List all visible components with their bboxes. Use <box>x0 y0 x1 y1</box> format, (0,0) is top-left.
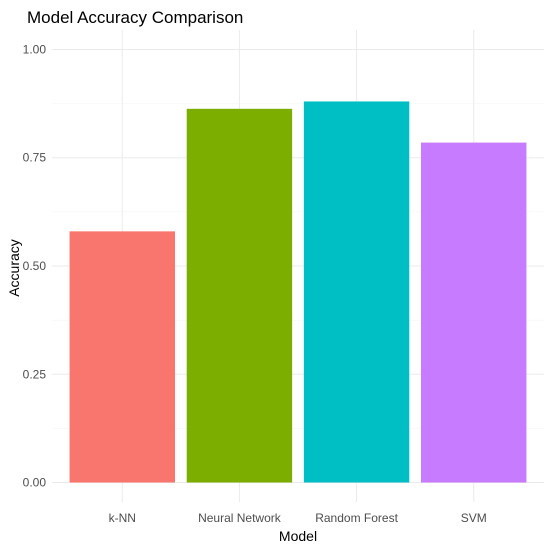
bars-layer <box>69 101 527 483</box>
y-tick-label: 0.00 <box>23 476 47 490</box>
y-tick-label: 1.00 <box>23 42 47 56</box>
bar-neural-network <box>186 108 293 483</box>
x-tick-label: k-NN <box>109 511 136 525</box>
y-tick-label: 0.25 <box>23 367 47 381</box>
x-tick-label: Neural Network <box>198 511 282 525</box>
x-axis-ticks: k-NN Neural Network Random Forest SVM <box>109 511 487 525</box>
bar-random-forest <box>303 101 410 483</box>
y-tick-label: 0.50 <box>23 259 47 273</box>
bar-svm <box>421 142 527 483</box>
y-axis-ticks: 0.00 0.25 0.50 0.75 1.00 <box>23 42 47 489</box>
x-axis-title: Model <box>279 528 317 544</box>
chart-title: Model Accuracy Comparison <box>27 8 243 27</box>
y-tick-label: 0.75 <box>23 151 47 165</box>
x-tick-label: Random Forest <box>315 511 398 525</box>
bar-k-nn <box>69 231 175 483</box>
x-tick-label: SVM <box>461 511 487 525</box>
y-axis-title: Accuracy <box>6 239 22 297</box>
